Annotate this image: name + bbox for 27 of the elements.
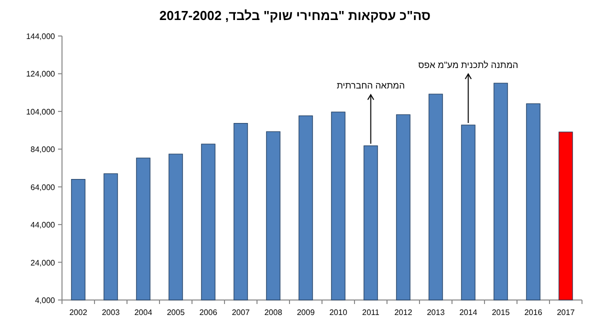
x-tick-label: 2010	[329, 308, 348, 317]
y-tick-label: 4,000	[34, 296, 56, 305]
x-tick-label: 2012	[394, 308, 413, 317]
y-tick-label: 144,000	[26, 32, 56, 41]
x-tick-label: 2015	[492, 308, 510, 317]
x-tick-label: 2003	[102, 308, 120, 317]
y-tick-label: 124,000	[26, 70, 56, 79]
x-tick-label: 2006	[199, 308, 218, 317]
y-tick-label: 104,000	[26, 107, 56, 116]
x-tick-label: 2017	[556, 308, 576, 317]
x-tick-label: 2007	[232, 308, 250, 317]
x-tick-label: 2016	[524, 308, 543, 317]
x-tick-label: 2004	[134, 308, 153, 317]
x-tick-label: 2002	[69, 308, 88, 317]
x-tick-label: 2013	[426, 308, 446, 317]
annotation: המתאה החברתית	[336, 80, 405, 91]
y-tick-label: 44,000	[30, 220, 56, 230]
y-tick-label: 24,000	[30, 258, 56, 268]
y-tick-label: 64,000	[30, 182, 56, 192]
x-tick-label: 2009	[296, 308, 316, 317]
chart-title: סה"כ עסקאות "במחירי שוק" בלבד, 2017-2002	[159, 8, 431, 23]
x-tick-label: 2008	[264, 308, 283, 317]
x-tick-label: 2005	[166, 308, 186, 317]
x-tick-label: 2014	[459, 308, 478, 317]
x-tick-label: 2011	[362, 308, 380, 317]
y-tick-label: 84,000	[30, 145, 56, 154]
annotation: המתנה לתכנית מע"מ אפס	[418, 60, 518, 70]
